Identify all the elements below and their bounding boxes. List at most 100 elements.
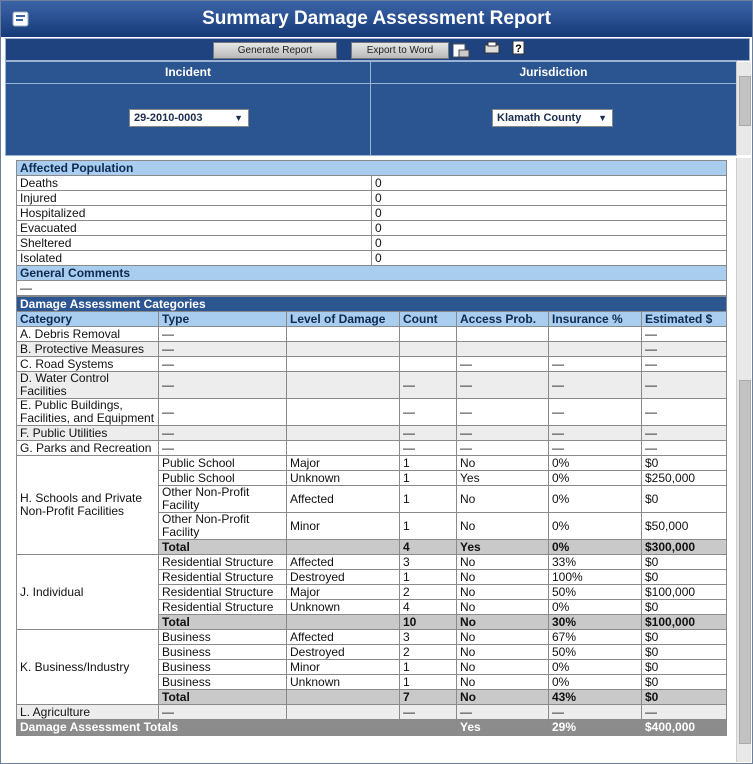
cell: Major (286, 455, 400, 471)
cell: Affected (286, 485, 400, 513)
cell: No (456, 659, 549, 675)
total-cell (286, 614, 400, 630)
item-row: Residential Structure Unknown 4 No 0% $0 (17, 599, 728, 615)
cell: — (158, 326, 287, 342)
cell: Business (158, 629, 287, 645)
cell: — (158, 341, 287, 357)
total-cell: Yes (456, 539, 549, 555)
row: Hospitalized 0 (16, 205, 727, 221)
cell (286, 341, 400, 357)
total-row: Total 4 Yes 0% $300,000 (16, 539, 728, 555)
column-header: Level of Damage (286, 311, 400, 327)
cell (286, 704, 400, 720)
column-header: Access Prob. (456, 311, 549, 327)
population-label: Isolated (16, 250, 372, 266)
item-row: Residential Structure Major 2 No 50% $100,000 (17, 584, 728, 600)
cell: $0 (640, 569, 728, 585)
grand-total-label: Damage Assessment Totals (16, 719, 457, 736)
population-label: Deaths (16, 175, 372, 191)
cell: Public School (158, 455, 287, 471)
row: Deaths 0 (16, 175, 727, 191)
population-value: 0 (371, 205, 727, 221)
cell (548, 341, 642, 357)
grand-total-estimated: $400,000 (640, 719, 728, 736)
cell: — (640, 440, 728, 456)
jurisdiction-label: Jurisdiction (371, 62, 736, 84)
jurisdiction-column: Jurisdiction Klamath County ▼ (371, 62, 736, 155)
cell (286, 371, 400, 399)
row: Sheltered 0 (16, 235, 727, 251)
content-scrollbar[interactable] (736, 158, 751, 762)
cell: 2 (399, 644, 457, 660)
section-header: General Comments (16, 265, 727, 281)
cell: $0 (640, 659, 728, 675)
header-scrollbar[interactable] (736, 62, 751, 155)
help-icon[interactable] (512, 41, 525, 55)
category-row: L. Agriculture — — — — — (16, 704, 728, 720)
cell: 0% (548, 470, 642, 486)
grand-total-access: Yes (456, 719, 549, 736)
cell (399, 356, 457, 372)
column-header: Type (158, 311, 287, 327)
cell: — (548, 440, 642, 456)
cell: No (456, 485, 549, 513)
cell: $0 (640, 644, 728, 660)
jurisdiction-dropdown[interactable]: Klamath County ▼ (492, 109, 613, 127)
cell: Residential Structure (158, 584, 287, 600)
cell: Destroyed (286, 569, 400, 585)
cell: — (640, 371, 728, 399)
cell: 3 (399, 554, 457, 570)
cell: 0% (548, 455, 642, 471)
cell: 3 (399, 629, 457, 645)
population-label: Sheltered (16, 235, 372, 251)
cell: Public School (158, 470, 287, 486)
population-value: 0 (371, 175, 727, 191)
cell: — (399, 398, 457, 426)
jurisdiction-value: Klamath County (497, 112, 582, 124)
category-name: L. Agriculture (16, 704, 159, 720)
cell: — (456, 425, 549, 441)
generate-report-button[interactable]: Generate Report (213, 42, 337, 59)
category-name: C. Road Systems (16, 356, 159, 372)
cell: — (399, 425, 457, 441)
cell: 0% (548, 674, 642, 690)
total-cell: 43% (548, 689, 642, 705)
population-value: 0 (371, 250, 727, 266)
damage-table: Damage Assessment Categories Category Type… (15, 296, 728, 736)
row: Isolated 0 (16, 250, 727, 266)
population-label: Hospitalized (16, 205, 372, 221)
cell: 1 (399, 470, 457, 486)
cell: No (456, 554, 549, 570)
cell: — (456, 440, 549, 456)
cell: — (548, 425, 642, 441)
category-name: A. Debris Removal (16, 326, 159, 342)
cell: $0 (640, 674, 728, 690)
cell: No (456, 584, 549, 600)
incident-dropdown[interactable]: 29-2010-0003 ▼ (129, 109, 249, 127)
cell (548, 326, 642, 342)
cell: $250,000 (640, 470, 728, 486)
cell: $0 (640, 629, 728, 645)
category-row: D. Water Control Facilities — — — — — (16, 371, 728, 399)
cell: Unknown (286, 674, 400, 690)
cell: Other Non-Profit Facility (158, 512, 287, 540)
cell (286, 440, 400, 456)
row: — (16, 280, 727, 296)
cell: 1 (399, 485, 457, 513)
cell: — (548, 398, 642, 426)
cell: Residential Structure (158, 554, 287, 570)
column-header-row: Category Type Level of Damage Count Access P… (16, 311, 728, 327)
cell: — (399, 371, 457, 399)
category-name: D. Water Control Facilities (16, 371, 159, 399)
cell: Residential Structure (158, 569, 287, 585)
cell: 1 (399, 569, 457, 585)
export-word-button[interactable]: Export to Word (351, 42, 449, 59)
cell: — (456, 398, 549, 426)
category-name: F. Public Utilities (16, 425, 159, 441)
cell: Unknown (286, 470, 400, 486)
cell: Yes (456, 470, 549, 486)
category-row: C. Road Systems — — — — (16, 356, 728, 372)
cell: — (158, 356, 287, 372)
category-name: J. Individual (16, 554, 159, 630)
cell: — (158, 425, 287, 441)
